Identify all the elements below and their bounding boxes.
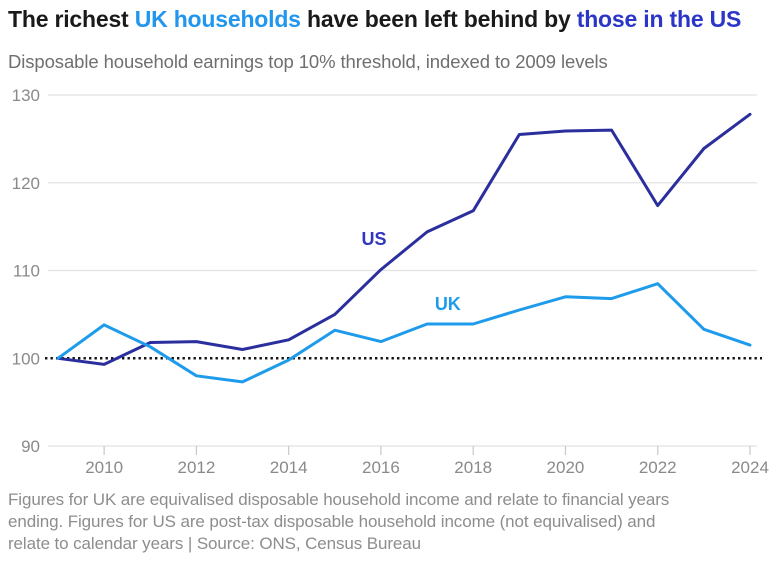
y-tick-label: 100 bbox=[12, 350, 40, 369]
series-line-uk bbox=[56, 282, 752, 384]
x-tick-label: 2010 bbox=[85, 458, 123, 477]
y-tick-label: 130 bbox=[12, 86, 40, 105]
x-tick-label: 2018 bbox=[454, 458, 492, 477]
title-segment: have been left behind by bbox=[300, 6, 577, 32]
x-tick-label: 2016 bbox=[362, 458, 400, 477]
y-tick-label: 110 bbox=[13, 262, 40, 281]
series-label-us: US bbox=[362, 229, 387, 249]
chart-subtitle: Disposable household earnings top 10% th… bbox=[8, 51, 608, 73]
series-label-uk: UK bbox=[435, 294, 461, 314]
x-tick-label: 2024 bbox=[731, 458, 769, 477]
page-title: The richest UK households have been left… bbox=[8, 6, 769, 32]
title-segment: The richest bbox=[8, 6, 135, 32]
x-tick-label: 2014 bbox=[270, 458, 308, 477]
series-line-us bbox=[56, 113, 752, 367]
line-chart: 90 100 110 120 130 2010 2012 2014 2016 2018 2020 20… bbox=[12, 86, 769, 477]
x-tick-label: 2022 bbox=[639, 458, 677, 477]
source-note-line: Figures for UK are equivalised disposabl… bbox=[8, 490, 670, 510]
title-us-highlight: those in the US bbox=[576, 6, 742, 32]
source-note: Figures for UK are equivalised disposabl… bbox=[8, 489, 769, 555]
source-note-line: ending. Figures for US are post-tax disp… bbox=[8, 512, 656, 532]
title-uk-highlight: UK households bbox=[134, 6, 301, 32]
x-tick-label: 2020 bbox=[547, 458, 585, 477]
source-note-line: relate to calendar years | Source: ONS, … bbox=[8, 534, 421, 554]
x-tick-label: 2012 bbox=[177, 458, 215, 477]
y-tick-label: 120 bbox=[12, 174, 40, 193]
y-tick-label: 90 bbox=[21, 437, 40, 456]
